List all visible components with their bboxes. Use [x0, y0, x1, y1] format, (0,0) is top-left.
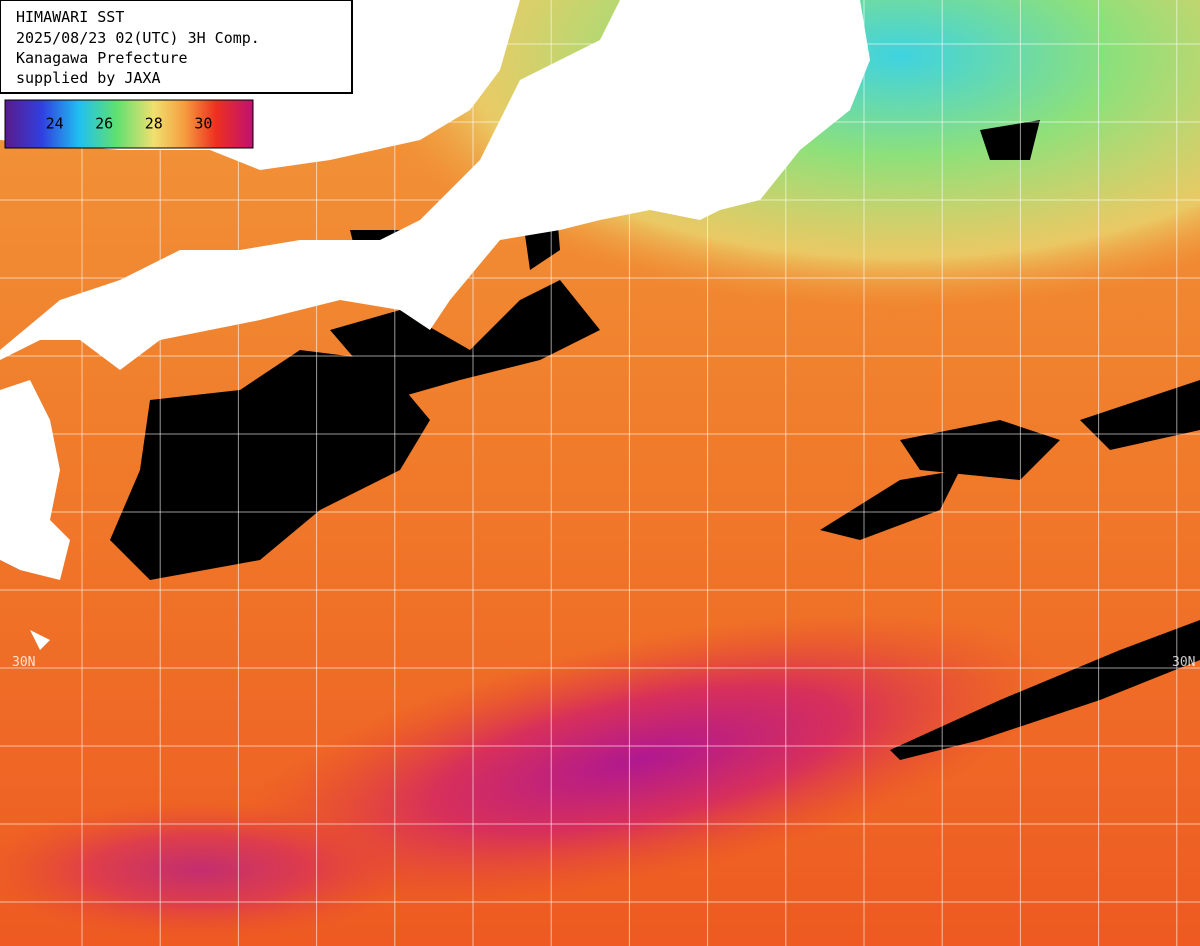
lat-label: 30N [1172, 655, 1195, 670]
title-box [0, 0, 353, 94]
warm-water [0, 800, 420, 940]
title-line: HIMAWARI SST [16, 8, 124, 26]
lat-label: 30N [12, 655, 35, 670]
title-line: 2025/08/23 02(UTC) 3H Comp. [16, 29, 260, 47]
title-line: supplied by JAXA [16, 69, 161, 87]
colorbar-tick-label: 28 [145, 115, 163, 133]
colorbar-tick-label: 26 [95, 115, 113, 133]
title-line: Kanagawa Prefecture [16, 49, 188, 67]
colorbar-tick-label: 30 [194, 115, 212, 133]
colorbar-tick-label: 24 [46, 115, 64, 133]
warm-water [228, 613, 1052, 907]
colorbar [4, 99, 254, 149]
